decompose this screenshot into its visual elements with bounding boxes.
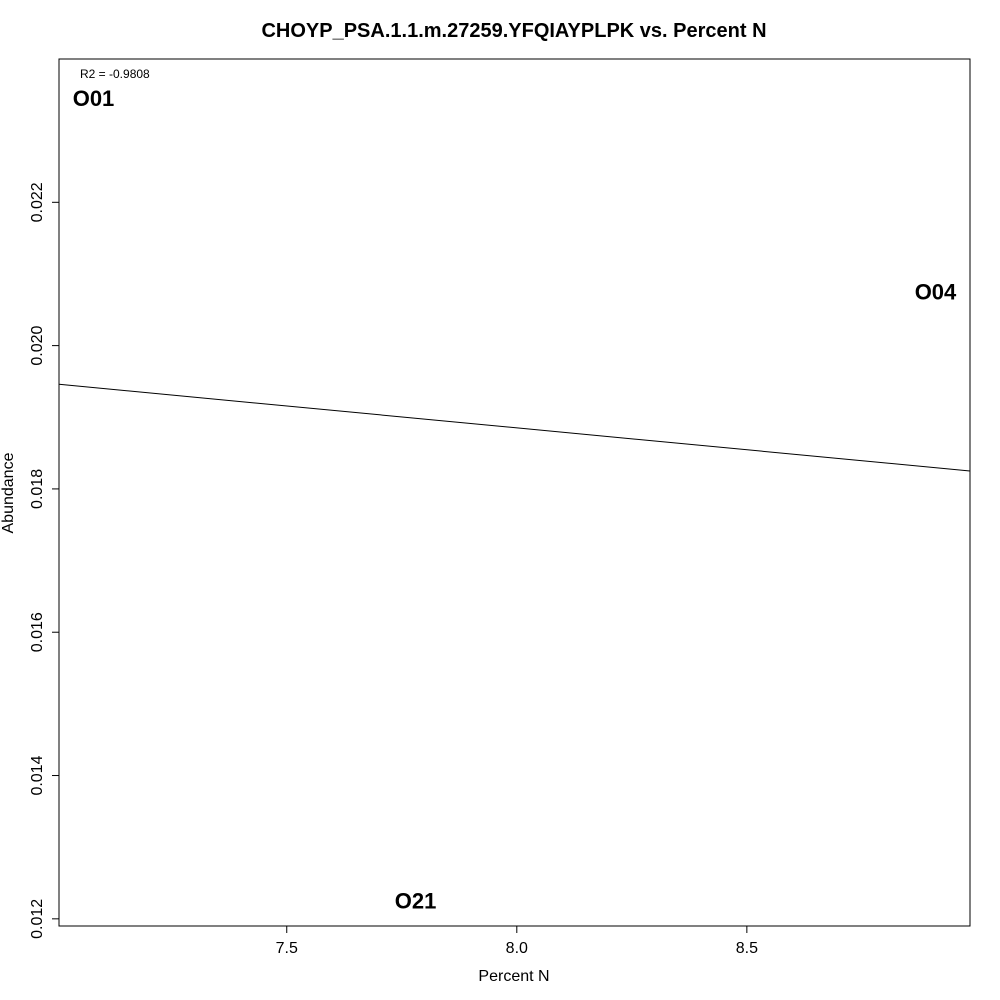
fit-line-group — [58, 383, 971, 472]
y-tick-label: 0.022 — [29, 182, 46, 222]
y-axis: 0.012 0.014 0.016 0.018 0.020 0.022 — [29, 182, 59, 939]
y-tick-label: 0.012 — [29, 899, 46, 939]
plot-frame — [58, 58, 971, 927]
data-points: O01 O04 O21 — [73, 86, 957, 914]
y-tick-label: 0.014 — [29, 755, 46, 795]
y-tick-label: 0.016 — [29, 612, 46, 652]
y-tick-label: 0.018 — [29, 469, 46, 509]
y-tick-label: 0.020 — [29, 325, 46, 365]
point-label-o21: O21 — [395, 888, 437, 913]
x-tick-label: 7.5 — [276, 940, 298, 957]
x-tick-label: 8.5 — [736, 940, 758, 957]
chart-title: CHOYP_PSA.1.1.m.27259.YFQIAYPLPK vs. Per… — [261, 20, 766, 42]
point-label-o01: O01 — [73, 86, 115, 111]
x-axis: 7.5 8.0 8.5 — [276, 926, 758, 957]
y-axis-label: Abundance — [0, 452, 17, 533]
x-tick-label: 8.0 — [506, 940, 528, 957]
r2-annotation: R2 = -0.9808 — [80, 67, 150, 81]
fit-line — [58, 383, 971, 472]
x-axis-label: Percent N — [478, 968, 549, 985]
point-label-o04: O04 — [915, 279, 957, 304]
